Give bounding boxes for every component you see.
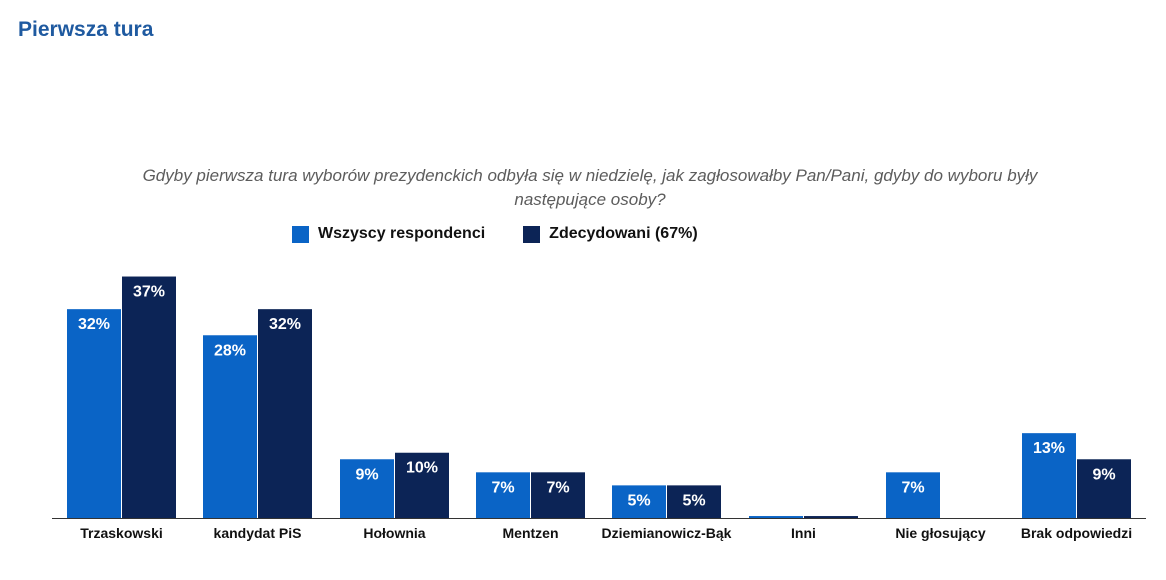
bar-decided-3	[531, 472, 585, 518]
bar-decided-2	[395, 452, 449, 518]
bar-all-7	[1022, 433, 1076, 518]
bar-decided-1	[258, 309, 312, 518]
category-label-1: kandydat PiS	[214, 525, 302, 541]
data-label-all-2: 9%	[355, 466, 378, 483]
category-label-4: Dziemianowicz-Bąk	[602, 525, 732, 541]
bar-decided-4	[667, 485, 721, 518]
legend-item-all: Wszyscy respondenci	[292, 225, 485, 243]
bar-all-4	[612, 485, 666, 518]
bar-decided-7	[1077, 459, 1131, 518]
data-label-decided-1: 32%	[269, 316, 301, 333]
data-label-decided-4: 5%	[682, 492, 705, 509]
category-label-0: Trzaskowski	[80, 525, 163, 541]
chart-question: Gdyby pierwsza tura wyborów prezydenckic…	[142, 166, 1038, 209]
bar-decided-5	[804, 516, 858, 518]
bar-all-1	[203, 335, 257, 518]
category-label-7: Brak odpowiedzi	[1021, 525, 1132, 541]
data-label-decided-2: 10%	[406, 460, 438, 477]
bar-all-5	[749, 516, 803, 518]
data-label-all-7: 13%	[1033, 440, 1065, 457]
legend-item-decided: Zdecydowani (67%)	[523, 225, 698, 243]
chart-legend: Wszyscy respondenci Zdecydowani (67%)	[292, 225, 736, 243]
bar-all-6	[886, 472, 940, 518]
data-label-decided-3: 7%	[546, 479, 569, 496]
bar-decided-0	[122, 276, 176, 518]
bar-all-0	[67, 309, 121, 518]
category-label-6: Nie głosujący	[895, 525, 985, 541]
legend-swatch-decided	[523, 225, 541, 243]
data-label-all-4: 5%	[627, 492, 650, 509]
data-label-all-3: 7%	[491, 479, 514, 496]
data-label-all-0: 32%	[78, 316, 110, 333]
data-label-all-1: 28%	[214, 342, 246, 359]
data-label-decided-0: 37%	[133, 284, 165, 301]
legend-label-all: Wszyscy respondenci	[318, 225, 486, 242]
legend-swatch-all	[292, 225, 309, 243]
bar-all-3	[476, 472, 530, 518]
category-label-2: Hołownia	[363, 525, 425, 541]
page-title: Pierwsza tura	[18, 18, 154, 41]
data-label-all-6: 7%	[901, 479, 924, 496]
bar-all-2	[340, 459, 394, 518]
data-label-decided-7: 9%	[1092, 466, 1115, 483]
legend-label-decided: Zdecydowani (67%)	[549, 225, 698, 242]
category-label-5: Inni	[791, 525, 816, 541]
category-label-3: Mentzen	[503, 525, 559, 541]
